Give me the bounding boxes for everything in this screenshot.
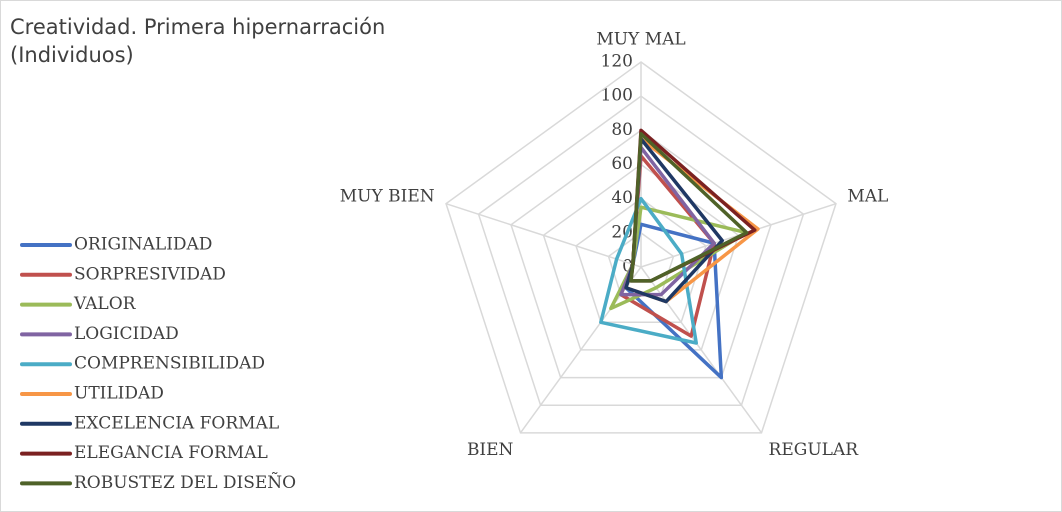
grid-ring <box>445 61 837 434</box>
legend-label: ORIGINALIDAD <box>74 235 212 255</box>
legend-label: VALOR <box>73 294 137 314</box>
category-label: BIEN <box>467 440 514 460</box>
category-label: REGULAR <box>769 440 860 460</box>
legend-label: UTILIDAD <box>74 384 164 404</box>
r-tick-label: 60 <box>611 154 633 174</box>
category-label: MAL <box>847 186 888 206</box>
r-tick-label: 0 <box>622 257 633 277</box>
chart-title: Creatividad. Primera hipernarración (Indi… <box>10 15 385 67</box>
grid-ring <box>542 163 740 351</box>
r-tick-label: 100 <box>601 86 633 106</box>
legend-label: ROBUSTEZ DEL DISEÑO <box>74 472 296 493</box>
r-tick-label: 80 <box>611 120 633 140</box>
legend-label: SORPRESIVIDAD <box>74 264 226 284</box>
r-tick-label: 120 <box>601 52 633 72</box>
category-label: MUY MAL <box>596 30 685 50</box>
grid-ring <box>510 129 772 379</box>
legend-label: ELEGANCIA FORMAL <box>74 443 268 463</box>
series-line <box>629 132 749 283</box>
legend-label: EXCELENCIA FORMAL <box>74 413 279 433</box>
legend-label: LOGICIDAD <box>74 324 179 344</box>
category-label: MUY BIEN <box>340 186 435 206</box>
spoke <box>445 202 642 268</box>
series-line <box>599 196 698 345</box>
legend-label: COMPRENSIBILIDAD <box>74 354 265 374</box>
r-tick-label: 40 <box>611 188 633 208</box>
grid-ring <box>477 95 805 406</box>
